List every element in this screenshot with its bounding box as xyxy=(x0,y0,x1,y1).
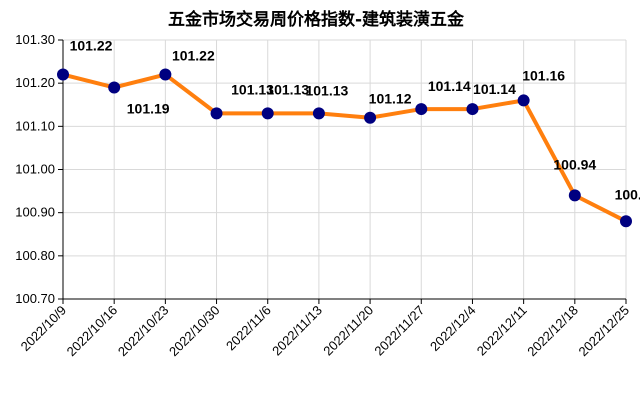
x-tick-label: 2022/10/9 xyxy=(18,303,70,355)
chart-title: 五金市场交易周价格指数-建筑装潢五金 xyxy=(168,9,465,30)
y-tick-label: 101.10 xyxy=(15,118,55,133)
data-label: 101.16 xyxy=(522,67,565,83)
data-label: 101.13 xyxy=(266,81,309,97)
axes xyxy=(58,39,627,304)
data-point xyxy=(466,103,479,116)
data-point xyxy=(620,215,632,228)
x-tick-label: 2022/12/4 xyxy=(427,303,479,355)
y-tick-label: 100.80 xyxy=(15,248,55,263)
x-tick-label: 2022/10/30 xyxy=(166,303,223,360)
data-point xyxy=(568,189,581,202)
y-tick-label: 101.00 xyxy=(15,162,55,177)
data-point xyxy=(261,107,274,120)
y-tick-label: 101.30 xyxy=(15,32,55,47)
series-line-path xyxy=(62,72,627,224)
data-point xyxy=(159,68,172,81)
data-point xyxy=(415,103,428,116)
gridlines xyxy=(62,39,627,300)
data-label: 101.12 xyxy=(369,91,412,107)
y-tick-label: 101.20 xyxy=(15,75,55,90)
data-label: 101.19 xyxy=(127,100,170,116)
x-tick-label: 2022/12/11 xyxy=(474,303,530,359)
data-label: 101.22 xyxy=(70,38,113,54)
x-tick-label: 2022/11/20 xyxy=(320,303,376,359)
data-label: 100.94 xyxy=(553,156,596,172)
data-label: 100.88 xyxy=(615,186,640,202)
x-tick-label: 2022/10/16 xyxy=(64,303,121,360)
series-markers xyxy=(57,68,632,228)
data-label: 101.13 xyxy=(231,81,274,97)
x-tick-label: 2022/11/6 xyxy=(223,303,274,354)
data-point xyxy=(108,81,121,94)
data-point xyxy=(312,107,325,120)
x-tick-label: 2022/12/25 xyxy=(575,303,632,360)
data-point xyxy=(517,94,530,107)
data-label: 101.14 xyxy=(473,81,516,97)
series-line xyxy=(62,72,627,224)
x-tick-label: 2022/11/27 xyxy=(371,303,427,359)
data-label: 101.22 xyxy=(172,48,215,64)
x-tick-label: 2022/12/18 xyxy=(524,303,581,360)
y-axis-ticks: 100.70 100.80 100.90 101.00 101.10 101.20 101.… xyxy=(15,32,55,306)
data-point xyxy=(57,68,69,81)
data-label: 101.13 xyxy=(305,82,348,98)
data-label: 101.14 xyxy=(428,78,471,94)
y-tick-label: 100.70 xyxy=(15,291,55,306)
data-point xyxy=(364,111,377,124)
y-tick-label: 100.90 xyxy=(15,205,55,220)
data-labels: 101.22101.19101.22101.13101.13101.13101.… xyxy=(70,38,640,203)
data-point xyxy=(210,107,223,120)
x-tick-label: 2022/10/23 xyxy=(115,303,172,360)
x-tick-label: 2022/11/13 xyxy=(269,303,325,359)
